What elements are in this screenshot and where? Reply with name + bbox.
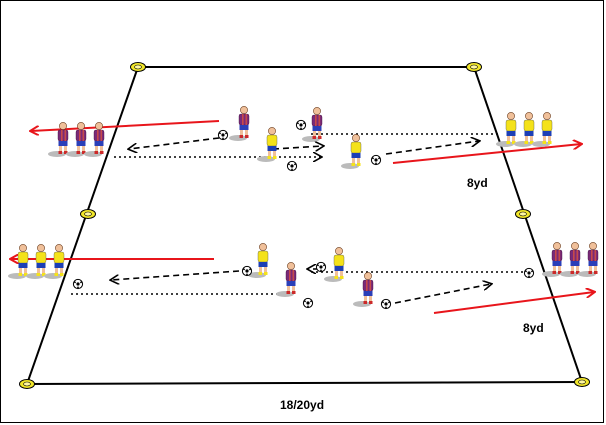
player-icon xyxy=(275,261,297,298)
player-icon xyxy=(228,105,250,142)
ball-icon xyxy=(315,261,327,273)
player-icon xyxy=(513,111,535,148)
dribble-line xyxy=(272,146,323,149)
ball-icon xyxy=(380,298,392,310)
player-icon xyxy=(531,111,553,148)
cone-icon xyxy=(80,209,96,219)
cone-icon xyxy=(574,377,590,387)
dribble-line xyxy=(129,137,220,149)
width-label: 18/20yd xyxy=(280,398,324,412)
ball-icon xyxy=(241,265,253,277)
player-icon xyxy=(47,121,69,158)
cone-icon xyxy=(515,209,531,219)
ball-icon xyxy=(370,154,382,166)
player-icon xyxy=(352,271,374,308)
ball-icon xyxy=(217,129,229,141)
ball-icon xyxy=(286,160,298,172)
player-icon xyxy=(577,241,599,278)
cone-icon xyxy=(130,62,146,72)
dribble-line xyxy=(385,141,479,155)
dribble-line xyxy=(394,284,491,304)
player-icon xyxy=(323,246,345,283)
player-icon xyxy=(7,243,29,280)
player-icon xyxy=(541,241,563,278)
player-icon xyxy=(43,243,65,280)
player-icon xyxy=(25,243,47,280)
ball-icon xyxy=(523,267,535,279)
run-arrow xyxy=(392,144,581,164)
top-distance-label: 8yd xyxy=(467,176,488,190)
player-icon xyxy=(65,121,87,158)
ball-icon xyxy=(295,119,307,131)
cone-icon xyxy=(19,379,35,389)
run-arrow xyxy=(433,292,594,314)
bottom-distance-label: 8yd xyxy=(523,321,544,335)
ball-icon xyxy=(72,278,84,290)
cone-icon xyxy=(466,62,482,72)
ball-icon xyxy=(302,297,314,309)
player-icon xyxy=(495,111,517,148)
player-icon xyxy=(256,126,278,163)
player-icon xyxy=(559,241,581,278)
dribble-line xyxy=(111,270,240,280)
field-outline xyxy=(26,66,583,385)
player-icon xyxy=(340,133,362,170)
